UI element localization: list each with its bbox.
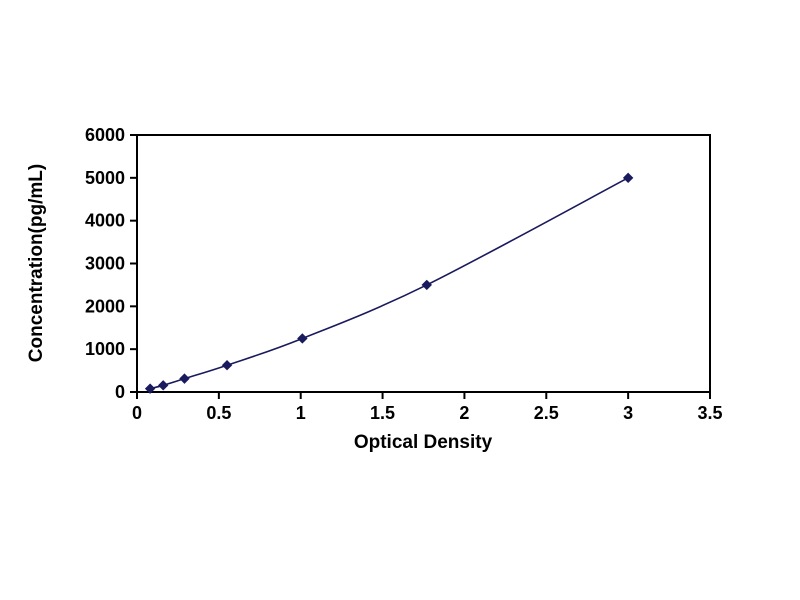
data-point-marker (144, 383, 156, 394)
x-tick-label: 1 (296, 403, 306, 423)
x-tick-label: 3.5 (697, 403, 722, 423)
plot-border (136, 134, 711, 393)
curve-line (149, 177, 629, 390)
x-tick-label: 0.5 (206, 403, 231, 423)
x-axis-label: Optical Density (354, 432, 493, 453)
data-point-marker (221, 360, 233, 371)
x-tick-label: 2 (459, 403, 469, 423)
y-tick-label: 0 (115, 382, 125, 402)
x-tick-label: 3 (623, 403, 633, 423)
plot-area: 0 0.5 1 1.5 2 2.5 3 3.5 0 1000 2000 3000 4000 5000 600… (85, 125, 723, 423)
y-tick-label: 5000 (85, 168, 125, 188)
data-point-marker (622, 172, 634, 184)
data-point-marker (421, 279, 432, 291)
data-point-marker (297, 333, 308, 344)
x-tick-label: 2.5 (534, 403, 559, 423)
y-tick-label: 6000 (85, 125, 125, 145)
y-tick-label: 2000 (85, 296, 125, 316)
x-tick-label: 1.5 (370, 403, 395, 423)
y-axis-label: Concentration(pg/mL) (26, 164, 47, 362)
y-tick-label: 3000 (85, 254, 125, 274)
y-tick-label: 4000 (85, 211, 125, 231)
data-point-marker (179, 373, 190, 384)
x-tick-label: 0 (132, 403, 142, 423)
y-tick-label: 1000 (85, 339, 125, 359)
data-point-marker (157, 380, 169, 391)
